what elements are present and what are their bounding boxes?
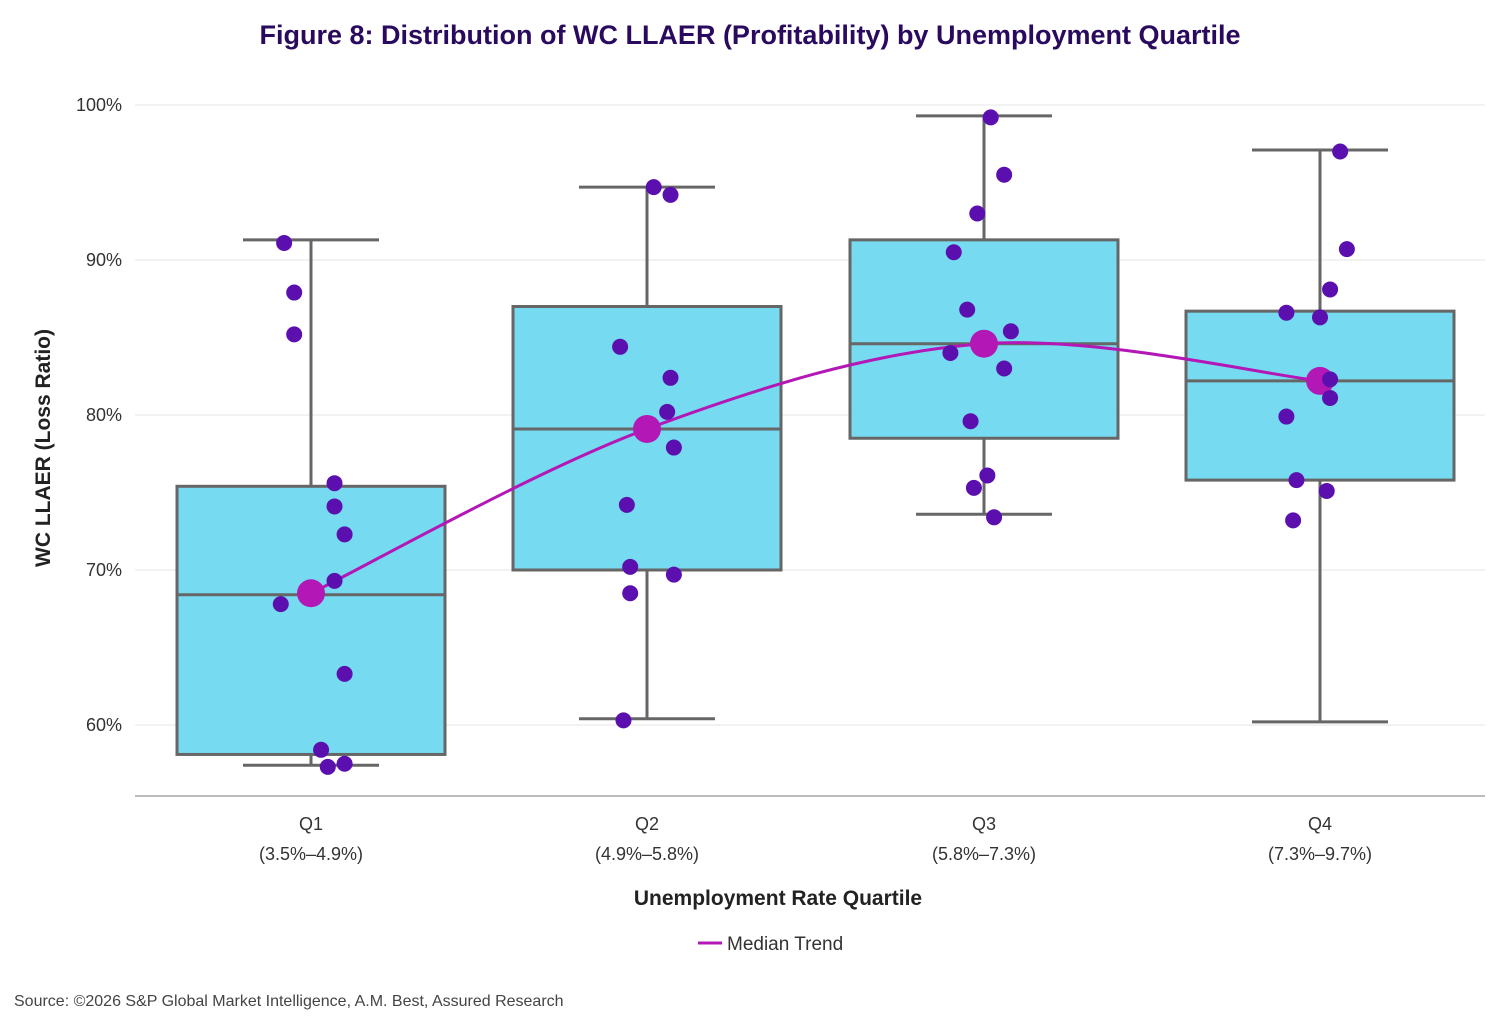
x-axis-title: Unemployment Rate Quartile bbox=[634, 887, 922, 910]
x-tick-range-label: (7.3%–9.7%) bbox=[1268, 844, 1372, 864]
x-tick-range-label: (3.5%–4.9%) bbox=[259, 844, 363, 864]
data-point bbox=[969, 205, 986, 222]
data-point bbox=[1322, 371, 1339, 388]
data-point bbox=[1285, 512, 1302, 529]
median-trend-line bbox=[310, 341, 1321, 595]
data-point bbox=[1322, 281, 1339, 298]
data-point bbox=[996, 360, 1013, 377]
box-q3 bbox=[848, 114, 1120, 516]
x-tick-label: Q3 bbox=[972, 814, 996, 834]
data-point bbox=[942, 345, 959, 361]
data-point bbox=[1278, 408, 1295, 425]
data-point bbox=[1322, 389, 1339, 406]
data-points bbox=[272, 109, 1355, 775]
y-tick-label: 60% bbox=[86, 715, 122, 735]
data-point bbox=[622, 558, 639, 575]
median-trend-marker bbox=[633, 414, 661, 443]
data-point bbox=[319, 758, 336, 775]
y-tick-label: 80% bbox=[86, 405, 122, 425]
data-point bbox=[618, 496, 635, 513]
data-point bbox=[986, 509, 1003, 526]
data-point bbox=[622, 585, 639, 602]
data-point bbox=[665, 439, 682, 456]
data-point bbox=[959, 301, 976, 318]
chart-title: Figure 8: Distribution of WC LLAER (Prof… bbox=[259, 20, 1241, 50]
box-q1 bbox=[175, 238, 447, 767]
data-point bbox=[615, 712, 632, 729]
data-point bbox=[996, 166, 1013, 183]
box-q2 bbox=[511, 185, 783, 721]
data-point bbox=[272, 596, 289, 613]
box-iqr bbox=[1184, 309, 1456, 482]
data-point bbox=[1338, 241, 1355, 258]
box-iqr bbox=[175, 484, 447, 756]
data-point bbox=[1312, 309, 1328, 326]
data-point bbox=[645, 179, 662, 196]
data-point bbox=[1002, 323, 1019, 340]
data-point bbox=[336, 755, 353, 772]
data-point bbox=[965, 479, 982, 496]
x-tick-label: Q2 bbox=[635, 814, 659, 834]
median-trend-marker bbox=[970, 329, 998, 358]
x-tick-range-label: (5.8%–7.3%) bbox=[932, 844, 1036, 864]
data-point bbox=[962, 413, 979, 430]
data-point bbox=[326, 498, 343, 515]
data-point bbox=[982, 109, 999, 126]
data-point bbox=[1318, 482, 1335, 499]
box-q4 bbox=[1184, 148, 1456, 724]
data-point bbox=[979, 467, 996, 484]
median-trend-marker bbox=[297, 579, 325, 608]
data-point bbox=[612, 338, 629, 355]
x-tick-label: Q4 bbox=[1308, 814, 1332, 834]
data-point bbox=[662, 186, 679, 203]
data-point bbox=[945, 244, 962, 261]
median-trend bbox=[297, 329, 1334, 608]
source-note: Source: ©2026 S&P Global Market Intellig… bbox=[14, 993, 564, 1010]
data-point bbox=[662, 369, 679, 386]
data-point bbox=[276, 234, 293, 251]
data-point bbox=[313, 741, 330, 758]
data-point bbox=[336, 526, 353, 543]
y-tick-label: 90% bbox=[86, 250, 122, 270]
data-point bbox=[326, 572, 343, 589]
x-tick-label: Q1 bbox=[299, 814, 323, 834]
data-point bbox=[286, 326, 303, 343]
y-axis-title: WC LLAER (Loss Ratio) bbox=[32, 329, 55, 567]
y-tick-label: 100% bbox=[76, 95, 122, 115]
x-tick-range-label: (4.9%–5.8%) bbox=[595, 844, 699, 864]
labels: 60% 70% 80% 90% 100% Q1 (3.5%–4.9%) Q2 (4.9%–5.8… bbox=[32, 95, 1372, 910]
data-point bbox=[665, 566, 682, 583]
data-point bbox=[659, 403, 676, 420]
data-point bbox=[336, 665, 353, 682]
data-point bbox=[1332, 143, 1349, 160]
data-point bbox=[286, 284, 303, 301]
legend: Median Trend bbox=[698, 934, 843, 955]
legend-label-median-trend: Median Trend bbox=[727, 934, 843, 955]
data-point bbox=[326, 475, 343, 492]
data-point bbox=[1288, 472, 1305, 489]
y-tick-label: 70% bbox=[86, 560, 122, 580]
data-point bbox=[1278, 304, 1295, 321]
boxes bbox=[175, 114, 1456, 767]
